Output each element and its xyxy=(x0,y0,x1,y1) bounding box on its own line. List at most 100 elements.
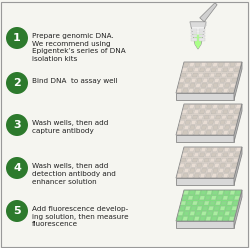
Polygon shape xyxy=(195,105,200,109)
Polygon shape xyxy=(216,201,221,205)
Polygon shape xyxy=(229,217,234,220)
Polygon shape xyxy=(188,68,193,72)
Polygon shape xyxy=(180,78,185,82)
Text: Wash wells, then add
detection antibody and
enhancer solution: Wash wells, then add detection antibody … xyxy=(32,163,116,185)
Polygon shape xyxy=(228,196,234,200)
Polygon shape xyxy=(178,83,184,87)
Polygon shape xyxy=(191,163,196,167)
Polygon shape xyxy=(211,68,216,72)
Polygon shape xyxy=(207,83,212,87)
Polygon shape xyxy=(211,196,216,200)
Polygon shape xyxy=(196,168,201,172)
Polygon shape xyxy=(223,110,228,114)
Polygon shape xyxy=(177,174,182,178)
Polygon shape xyxy=(229,131,234,134)
Polygon shape xyxy=(224,168,230,172)
Polygon shape xyxy=(213,83,218,87)
Polygon shape xyxy=(182,110,188,114)
Polygon shape xyxy=(210,73,215,77)
Polygon shape xyxy=(223,217,228,220)
Polygon shape xyxy=(184,63,189,67)
Polygon shape xyxy=(201,148,206,152)
Polygon shape xyxy=(181,73,186,77)
Polygon shape xyxy=(194,217,200,220)
Polygon shape xyxy=(206,131,211,134)
Polygon shape xyxy=(217,174,223,178)
Polygon shape xyxy=(192,115,198,119)
Polygon shape xyxy=(206,105,212,109)
Polygon shape xyxy=(188,153,193,157)
Polygon shape xyxy=(219,168,224,172)
Polygon shape xyxy=(205,196,210,200)
Polygon shape xyxy=(205,68,210,72)
Polygon shape xyxy=(182,153,188,157)
Polygon shape xyxy=(198,158,203,162)
Polygon shape xyxy=(189,191,194,195)
Polygon shape xyxy=(221,201,227,205)
Polygon shape xyxy=(234,153,239,157)
Polygon shape xyxy=(230,168,235,172)
Polygon shape xyxy=(194,174,200,178)
Polygon shape xyxy=(219,83,224,87)
Polygon shape xyxy=(192,73,198,77)
Polygon shape xyxy=(191,206,196,210)
Circle shape xyxy=(6,27,28,49)
Polygon shape xyxy=(181,201,186,205)
Polygon shape xyxy=(202,163,208,167)
Polygon shape xyxy=(224,63,229,67)
Polygon shape xyxy=(190,168,195,172)
Polygon shape xyxy=(210,115,215,119)
Polygon shape xyxy=(232,120,237,124)
Polygon shape xyxy=(212,63,218,67)
Polygon shape xyxy=(191,78,196,82)
Polygon shape xyxy=(205,153,210,157)
Polygon shape xyxy=(182,131,188,134)
Polygon shape xyxy=(200,217,205,220)
Polygon shape xyxy=(217,68,222,72)
Polygon shape xyxy=(227,158,232,162)
Polygon shape xyxy=(217,89,223,93)
Polygon shape xyxy=(219,125,224,129)
Polygon shape xyxy=(227,201,232,205)
Polygon shape xyxy=(184,148,189,152)
Polygon shape xyxy=(220,163,225,167)
FancyBboxPatch shape xyxy=(199,32,205,34)
Polygon shape xyxy=(207,125,212,129)
Polygon shape xyxy=(184,125,189,129)
Polygon shape xyxy=(217,110,222,114)
Polygon shape xyxy=(218,63,224,67)
Polygon shape xyxy=(197,163,202,167)
Polygon shape xyxy=(189,63,194,67)
Polygon shape xyxy=(185,163,190,167)
Polygon shape xyxy=(195,191,200,195)
Polygon shape xyxy=(180,206,185,210)
Polygon shape xyxy=(176,190,242,221)
Polygon shape xyxy=(217,131,223,134)
FancyBboxPatch shape xyxy=(191,38,197,41)
Polygon shape xyxy=(220,120,225,124)
FancyBboxPatch shape xyxy=(191,32,197,34)
Polygon shape xyxy=(197,206,202,210)
Polygon shape xyxy=(227,115,232,119)
Polygon shape xyxy=(177,131,182,134)
Circle shape xyxy=(6,200,28,222)
Polygon shape xyxy=(221,115,227,119)
Polygon shape xyxy=(205,110,210,114)
Polygon shape xyxy=(181,115,186,119)
Polygon shape xyxy=(217,196,222,200)
Polygon shape xyxy=(218,105,224,109)
Polygon shape xyxy=(176,178,234,185)
Polygon shape xyxy=(234,62,242,100)
Polygon shape xyxy=(198,201,203,205)
Polygon shape xyxy=(210,158,215,162)
Polygon shape xyxy=(196,125,201,129)
Polygon shape xyxy=(213,168,218,172)
Polygon shape xyxy=(204,158,209,162)
Polygon shape xyxy=(176,147,242,178)
Polygon shape xyxy=(182,89,188,93)
Polygon shape xyxy=(226,206,231,210)
Polygon shape xyxy=(212,174,217,178)
Polygon shape xyxy=(201,105,206,109)
Polygon shape xyxy=(224,83,230,87)
Polygon shape xyxy=(228,110,234,114)
